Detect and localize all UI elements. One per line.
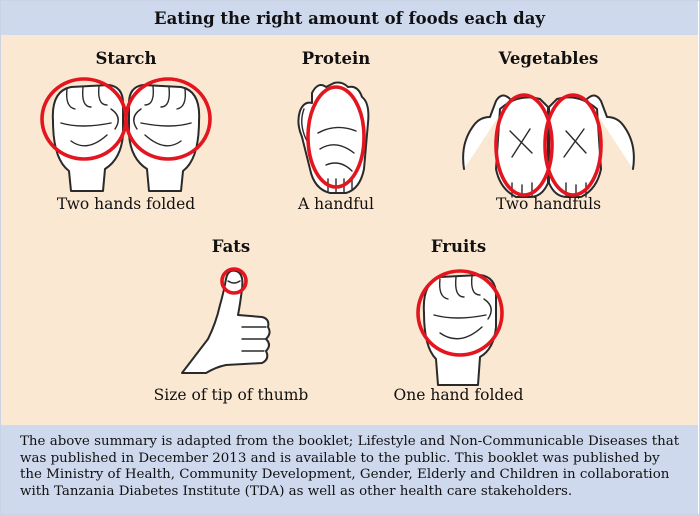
thumbs-up-icon [181,267,271,374]
page-title: Eating the right amount of foods each da… [1,1,698,35]
two-fists-icon [40,77,212,192]
protein-title: Protein [301,49,371,68]
starch-item: Starch Two hands folded [31,35,221,225]
protein-item: Protein A handful [256,35,416,225]
two-palms-icon [462,93,635,198]
protein-caption: A handful [298,195,374,213]
fruits-item: Fruits One hand folded [376,231,541,411]
fats-caption: Size of tip of thumb [153,386,309,404]
source-note: The above summary is adapted from the bo… [1,425,698,514]
fats-item: Fats Size of tip of thumb [146,231,316,411]
vegetables-item: Vegetables Two handfuls [456,35,641,225]
vegetables-title: Vegetables [498,49,599,68]
open-palm-icon [297,81,370,194]
starch-caption: Two hands folded [56,195,196,213]
starch-title: Starch [95,49,157,68]
portion-guide-panel: Starch Two hands folded Protein [1,35,698,425]
fist-icon [416,269,504,386]
fruits-title: Fruits [430,237,487,256]
fruits-caption: One hand folded [393,386,524,404]
fats-title: Fats [211,237,251,256]
vegetables-caption: Two handfuls [495,195,602,213]
